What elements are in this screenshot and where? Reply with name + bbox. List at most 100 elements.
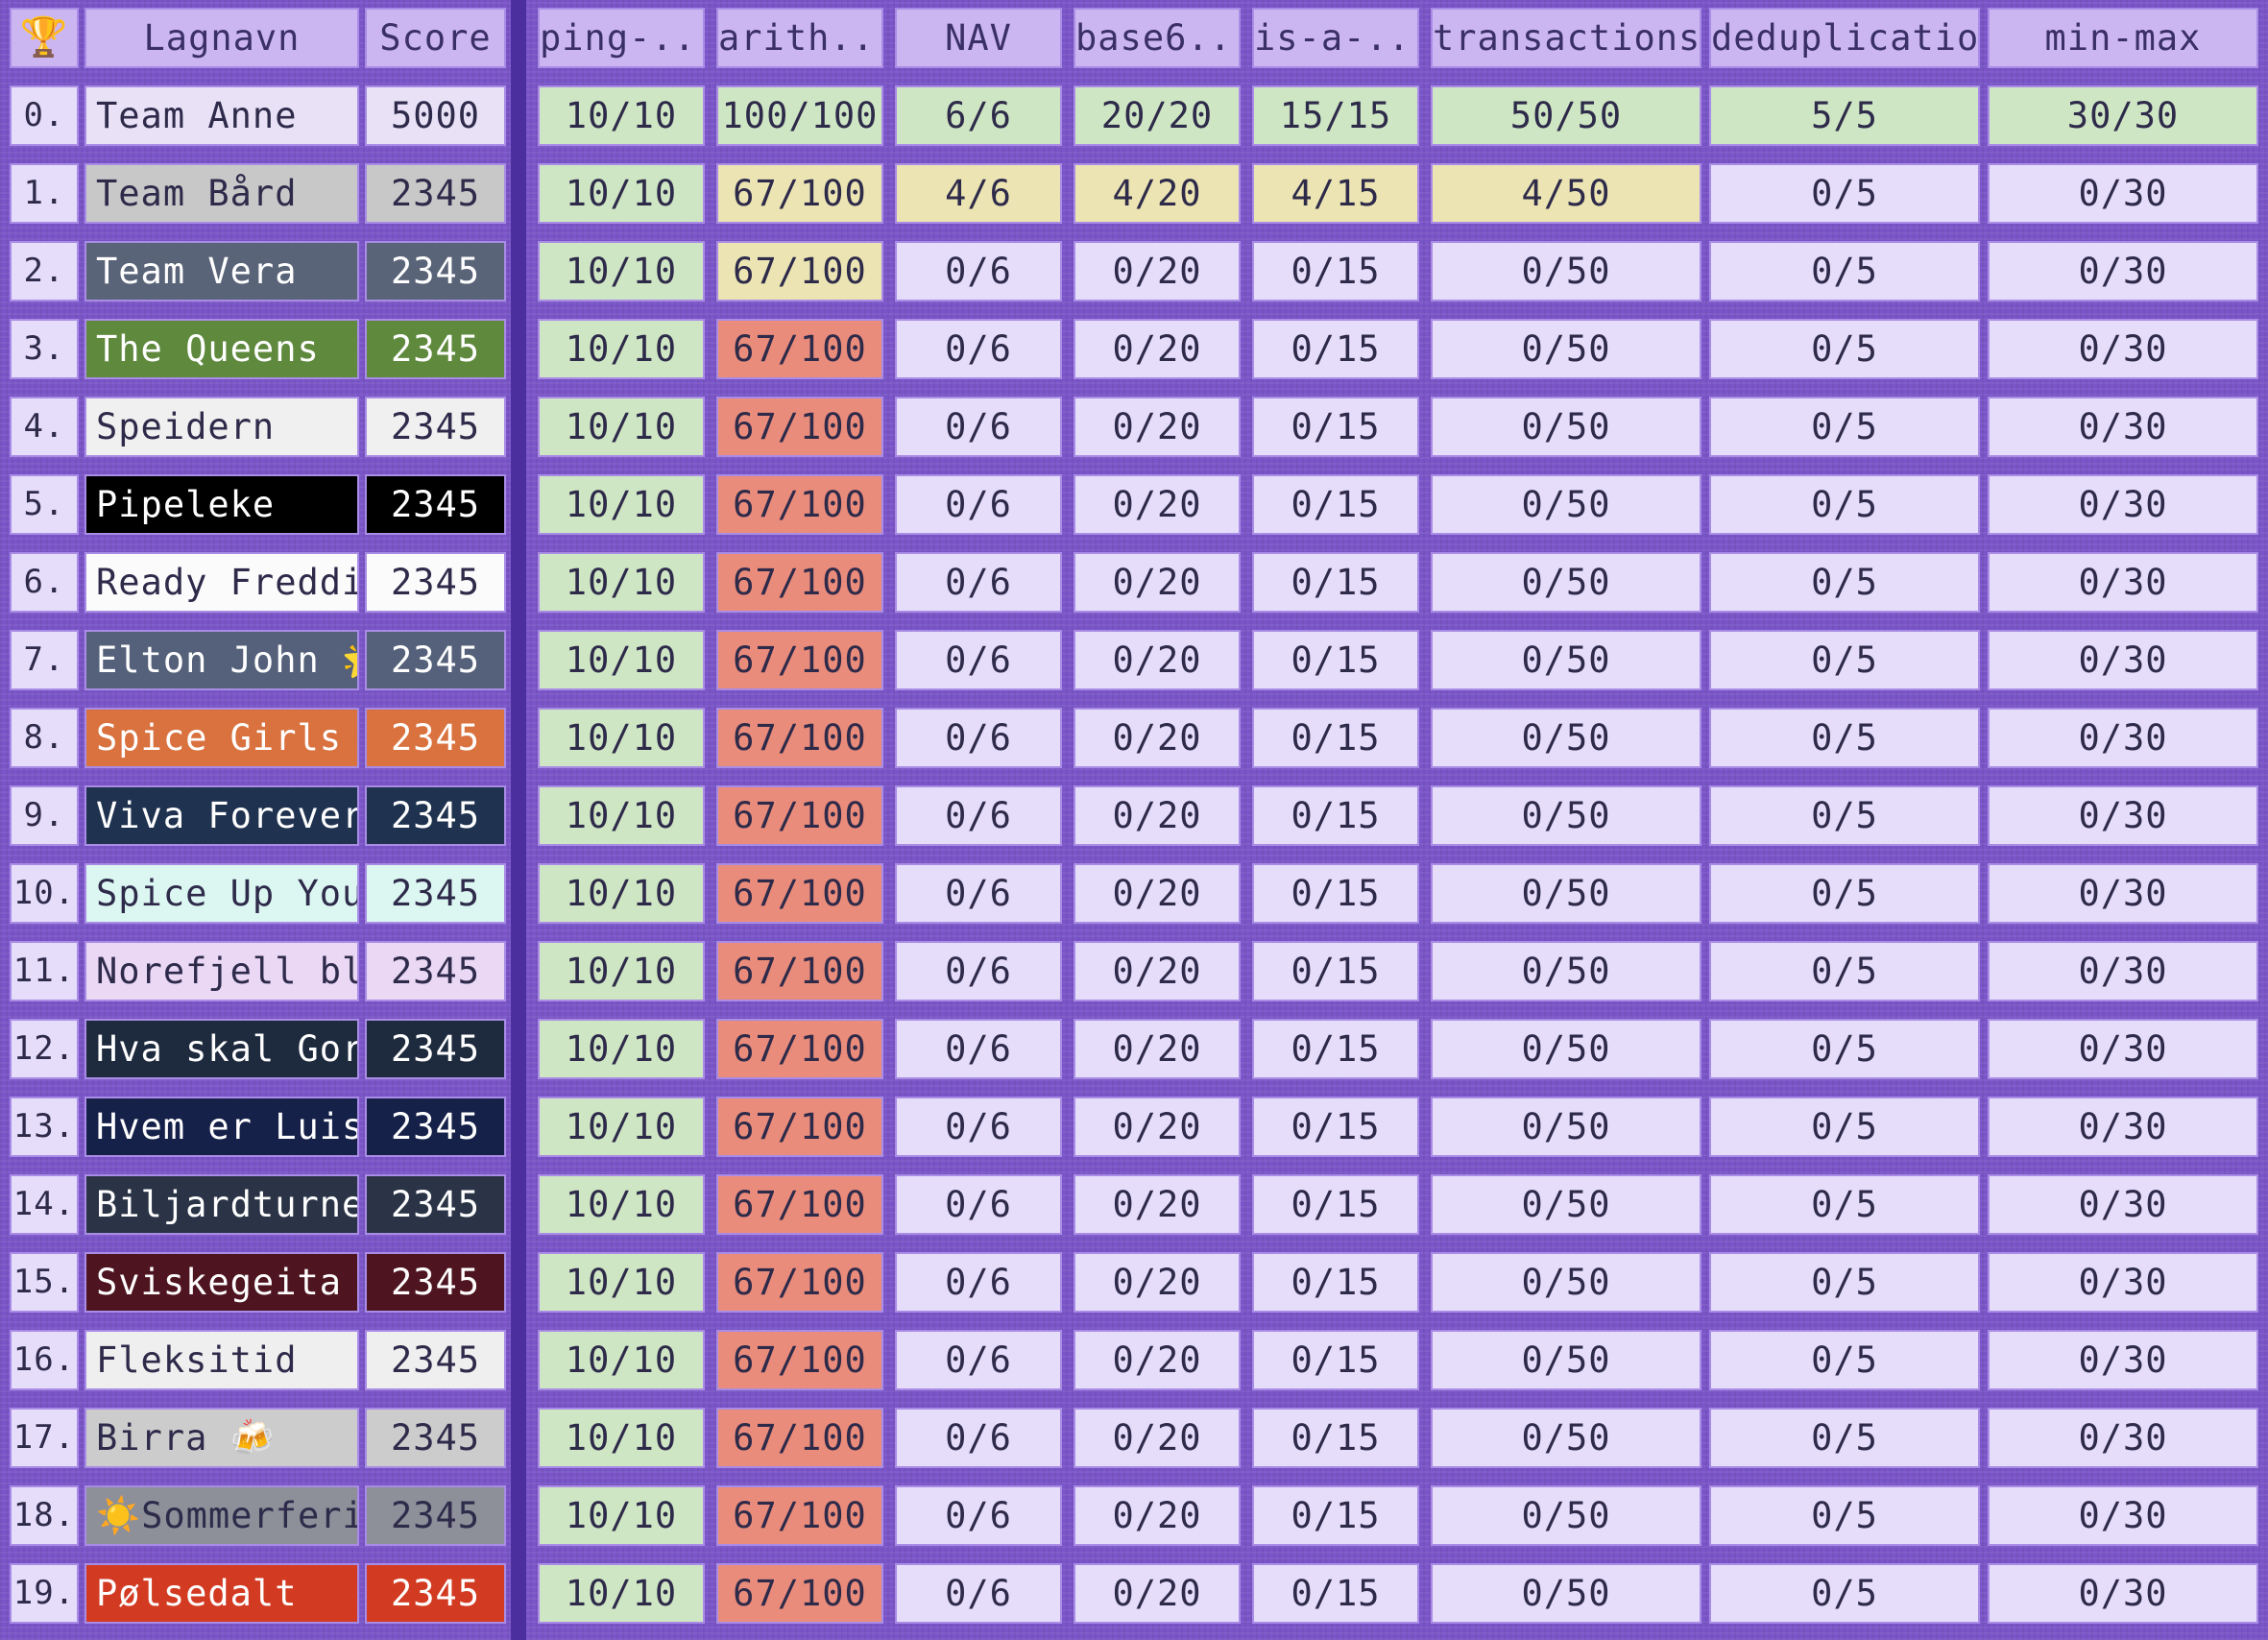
task-result-cell[interactable]: 0/5 [1709, 552, 1980, 613]
task-result-cell[interactable]: 4/6 [895, 163, 1062, 224]
team-name-cell[interactable]: Speidern [84, 397, 359, 457]
task-result-cell[interactable]: 10/10 [538, 241, 705, 301]
task-result-cell[interactable]: 0/20 [1074, 708, 1241, 768]
task-result-cell[interactable]: 0/30 [1988, 863, 2258, 924]
task-result-cell[interactable]: 0/30 [1988, 1563, 2258, 1624]
task-result-cell[interactable]: 0/6 [895, 474, 1062, 535]
task-result-cell[interactable]: 0/15 [1252, 241, 1419, 301]
task-result-cell[interactable]: 0/50 [1431, 474, 1701, 535]
team-name-cell[interactable]: Sviskegeita [84, 1252, 359, 1313]
task-result-cell[interactable]: 0/15 [1252, 630, 1419, 690]
task-result-cell[interactable]: 10/10 [538, 1097, 705, 1157]
task-result-cell[interactable]: 0/6 [895, 1408, 1062, 1468]
team-name-cell[interactable]: Ready Freddie [84, 552, 359, 613]
task-result-cell[interactable]: 0/15 [1252, 474, 1419, 535]
task-result-cell[interactable]: 0/6 [895, 552, 1062, 613]
team-name-cell[interactable]: Biljardturnerin [84, 1174, 359, 1235]
task-result-cell[interactable]: 0/20 [1074, 1019, 1241, 1079]
task-result-cell[interactable]: 0/30 [1988, 1408, 2258, 1468]
task-result-cell[interactable]: 0/50 [1431, 708, 1701, 768]
task-result-cell[interactable]: 4/50 [1431, 163, 1701, 224]
task-result-cell[interactable]: 0/6 [895, 785, 1062, 846]
task-result-cell[interactable]: 0/6 [895, 1485, 1062, 1546]
task-result-cell[interactable]: 0/5 [1709, 785, 1980, 846]
task-result-cell[interactable]: 0/5 [1709, 708, 1980, 768]
task-result-cell[interactable]: 0/5 [1709, 474, 1980, 535]
task-result-cell[interactable]: 10/10 [538, 708, 705, 768]
team-name-cell[interactable]: Team Vera [84, 241, 359, 301]
task-result-cell[interactable]: 67/100 [716, 1019, 883, 1079]
task-result-cell[interactable]: 0/5 [1709, 863, 1980, 924]
task-result-cell[interactable]: 67/100 [716, 1408, 883, 1468]
task-result-cell[interactable]: 0/15 [1252, 397, 1419, 457]
task-result-cell[interactable]: 0/30 [1988, 785, 2258, 846]
column-header-score[interactable]: Score [365, 8, 506, 68]
task-result-cell[interactable]: 0/30 [1988, 1174, 2258, 1235]
task-result-cell[interactable]: 0/30 [1988, 241, 2258, 301]
task-result-cell[interactable]: 10/10 [538, 1485, 705, 1546]
team-name-cell[interactable]: Viva Forever [84, 785, 359, 846]
task-result-cell[interactable]: 0/50 [1431, 1174, 1701, 1235]
task-result-cell[interactable]: 67/100 [716, 163, 883, 224]
task-result-cell[interactable]: 0/20 [1074, 941, 1241, 1001]
task-result-cell[interactable]: 50/50 [1431, 85, 1701, 146]
task-result-cell[interactable]: 0/6 [895, 1174, 1062, 1235]
task-result-cell[interactable]: 0/20 [1074, 319, 1241, 379]
task-result-cell[interactable]: 0/30 [1988, 474, 2258, 535]
task-result-cell[interactable]: 0/30 [1988, 163, 2258, 224]
task-result-cell[interactable]: 0/30 [1988, 1330, 2258, 1390]
task-result-cell[interactable]: 20/20 [1074, 85, 1241, 146]
task-result-cell[interactable]: 67/100 [716, 941, 883, 1001]
task-result-cell[interactable]: 0/6 [895, 1097, 1062, 1157]
column-header-task-6[interactable]: transactions [1431, 8, 1701, 68]
task-result-cell[interactable]: 10/10 [538, 1330, 705, 1390]
task-result-cell[interactable]: 10/10 [538, 1174, 705, 1235]
task-result-cell[interactable]: 0/50 [1431, 863, 1701, 924]
task-result-cell[interactable]: 0/50 [1431, 1485, 1701, 1546]
task-result-cell[interactable]: 0/20 [1074, 1174, 1241, 1235]
task-result-cell[interactable]: 0/6 [895, 1019, 1062, 1079]
task-result-cell[interactable]: 67/100 [716, 1097, 883, 1157]
task-result-cell[interactable]: 0/20 [1074, 1485, 1241, 1546]
task-result-cell[interactable]: 0/20 [1074, 1252, 1241, 1313]
task-result-cell[interactable]: 10/10 [538, 863, 705, 924]
task-result-cell[interactable]: 0/5 [1709, 1097, 1980, 1157]
task-result-cell[interactable]: 0/5 [1709, 941, 1980, 1001]
task-result-cell[interactable]: 0/6 [895, 708, 1062, 768]
task-result-cell[interactable]: 0/50 [1431, 552, 1701, 613]
task-result-cell[interactable]: 6/6 [895, 85, 1062, 146]
task-result-cell[interactable]: 0/5 [1709, 319, 1980, 379]
task-result-cell[interactable]: 0/20 [1074, 1408, 1241, 1468]
task-result-cell[interactable]: 10/10 [538, 1408, 705, 1468]
task-result-cell[interactable]: 67/100 [716, 1252, 883, 1313]
task-result-cell[interactable]: 0/50 [1431, 941, 1701, 1001]
task-result-cell[interactable]: 0/6 [895, 941, 1062, 1001]
task-result-cell[interactable]: 0/50 [1431, 1408, 1701, 1468]
task-result-cell[interactable]: 0/5 [1709, 163, 1980, 224]
task-result-cell[interactable]: 0/15 [1252, 785, 1419, 846]
task-result-cell[interactable]: 67/100 [716, 785, 883, 846]
task-result-cell[interactable]: 0/30 [1988, 1252, 2258, 1313]
column-header-task-5[interactable]: is-a-... [1252, 8, 1419, 68]
task-result-cell[interactable]: 0/50 [1431, 241, 1701, 301]
task-result-cell[interactable]: 0/5 [1709, 1485, 1980, 1546]
task-result-cell[interactable]: 67/100 [716, 1330, 883, 1390]
task-result-cell[interactable]: 100/100 [716, 85, 883, 146]
task-result-cell[interactable]: 0/15 [1252, 319, 1419, 379]
task-result-cell[interactable]: 0/50 [1431, 630, 1701, 690]
team-name-cell[interactable]: Elton John 🌟 [84, 630, 359, 690]
task-result-cell[interactable]: 0/5 [1709, 1252, 1980, 1313]
task-result-cell[interactable]: 0/30 [1988, 1019, 2258, 1079]
task-result-cell[interactable]: 0/5 [1709, 1408, 1980, 1468]
task-result-cell[interactable]: 0/50 [1431, 1330, 1701, 1390]
task-result-cell[interactable]: 4/15 [1252, 163, 1419, 224]
task-result-cell[interactable]: 0/15 [1252, 1330, 1419, 1390]
task-result-cell[interactable]: 0/6 [895, 863, 1062, 924]
task-result-cell[interactable]: 0/30 [1988, 630, 2258, 690]
task-result-cell[interactable]: 67/100 [716, 630, 883, 690]
team-name-cell[interactable]: Hva skal Gorm [84, 1019, 359, 1079]
task-result-cell[interactable]: 0/6 [895, 1563, 1062, 1624]
task-result-cell[interactable]: 67/100 [716, 474, 883, 535]
task-result-cell[interactable]: 5/5 [1709, 85, 1980, 146]
task-result-cell[interactable]: 4/20 [1074, 163, 1241, 224]
